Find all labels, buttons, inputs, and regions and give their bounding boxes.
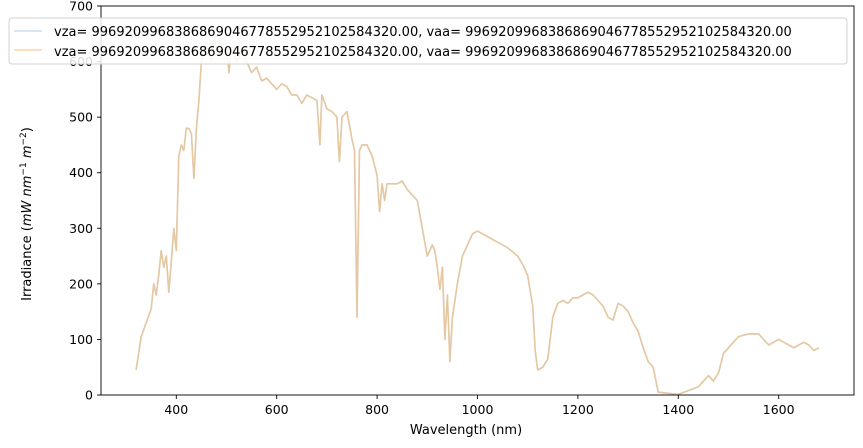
- legend-label-series-1: vza= 99692099683868690467785529521025843…: [54, 25, 792, 40]
- y-tick-label: 500: [69, 110, 93, 125]
- y-tick-label: 100: [69, 332, 93, 347]
- y-tick-label: 700: [69, 0, 93, 14]
- x-tick-label: 600: [265, 402, 289, 417]
- x-tick-label: 1000: [462, 402, 494, 417]
- y-tick-label: 400: [69, 165, 93, 180]
- y-axis-label: Irradiance (mW nm−1 m−2): [19, 127, 35, 301]
- x-axis-label: Wavelength (nm): [410, 423, 522, 438]
- x-tick-label: 800: [365, 402, 389, 417]
- x-tick-label: 1600: [763, 402, 795, 417]
- legend: vza= 99692099683868690467785529521025843…: [8, 17, 848, 65]
- x-tick-label: 1200: [562, 402, 594, 417]
- legend-box: [8, 17, 848, 65]
- legend-label-series-2: vza= 99692099683868690467785529521025843…: [54, 45, 792, 60]
- plot-area: [101, 6, 854, 395]
- y-tick-label: 300: [69, 221, 93, 236]
- y-tick-label: 0: [85, 388, 93, 403]
- x-axis-ticks: 400 600 800 1000 1200 1400 1600: [164, 395, 795, 417]
- y-tick-label: 200: [69, 276, 93, 291]
- x-tick-label: 1400: [662, 402, 694, 417]
- x-tick-label: 400: [164, 402, 188, 417]
